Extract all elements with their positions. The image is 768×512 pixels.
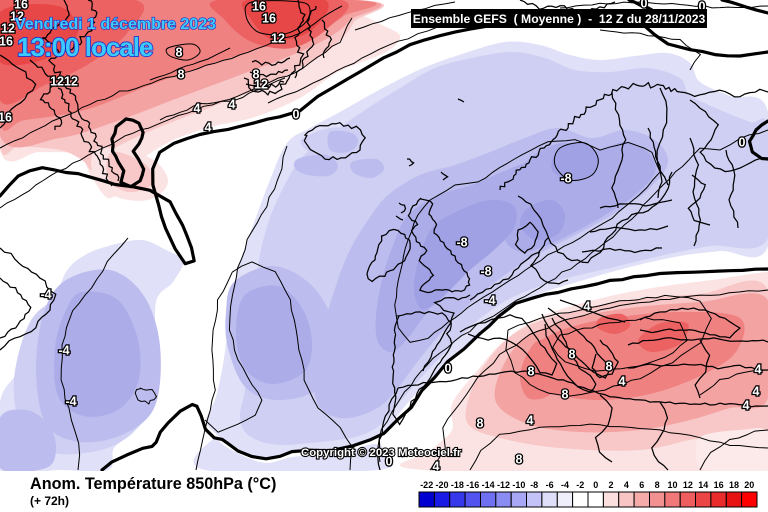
- svg-text:-8: -8: [480, 265, 491, 279]
- svg-text:-2: -2: [576, 480, 584, 490]
- svg-text:20: 20: [744, 480, 754, 490]
- svg-text:-4: -4: [40, 288, 51, 302]
- svg-text:4: 4: [755, 363, 762, 377]
- svg-text:-20: -20: [435, 480, 448, 490]
- svg-text:0: 0: [293, 108, 300, 122]
- svg-text:Copyright © 2023 Meteociel.fr: Copyright © 2023 Meteociel.fr: [301, 447, 462, 459]
- svg-text:8: 8: [516, 453, 523, 467]
- svg-text:-4: -4: [58, 344, 69, 358]
- svg-text:-6: -6: [546, 480, 554, 490]
- svg-text:-4: -4: [484, 294, 495, 308]
- svg-text:4: 4: [433, 460, 440, 474]
- svg-text:10: 10: [667, 480, 677, 490]
- svg-text:12: 12: [1, 22, 15, 36]
- svg-text:8: 8: [178, 68, 185, 82]
- svg-text:12: 12: [683, 480, 693, 490]
- svg-text:16: 16: [0, 35, 13, 49]
- svg-text:-4: -4: [561, 480, 569, 490]
- svg-text:-18: -18: [451, 480, 464, 490]
- svg-text:4: 4: [584, 300, 591, 314]
- svg-text:12: 12: [271, 32, 285, 46]
- svg-text:-8: -8: [530, 480, 538, 490]
- svg-text:Anom. Température 850hPa (°C): Anom. Température 850hPa (°C): [30, 475, 276, 493]
- svg-text:-8: -8: [456, 236, 467, 250]
- svg-text:-4: -4: [65, 395, 76, 409]
- svg-text:-8: -8: [560, 172, 571, 186]
- svg-text:-22: -22: [420, 480, 433, 490]
- svg-text:4: 4: [229, 98, 236, 112]
- svg-text:8: 8: [176, 46, 183, 60]
- svg-text:-16: -16: [466, 480, 479, 490]
- svg-text:0: 0: [386, 455, 393, 469]
- svg-text:0: 0: [699, 0, 706, 14]
- svg-text:18: 18: [729, 480, 739, 490]
- svg-text:8: 8: [477, 417, 484, 431]
- svg-text:-14: -14: [482, 480, 495, 490]
- svg-text:4: 4: [205, 121, 212, 135]
- svg-text:8: 8: [528, 365, 535, 379]
- svg-text:4: 4: [619, 375, 626, 389]
- svg-text:4: 4: [743, 399, 750, 413]
- svg-text:0: 0: [445, 362, 452, 376]
- svg-text:16: 16: [14, 0, 28, 12]
- svg-text:Ensemble GEFS ( Moyenne ) -: Ensemble GEFS ( Moyenne ) - 12 Z du 28/1…: [413, 12, 706, 26]
- svg-text:1212: 1212: [50, 75, 78, 89]
- svg-text:13:00 locale: 13:00 locale: [17, 32, 153, 62]
- svg-text:4: 4: [624, 480, 629, 490]
- svg-text:Vendredi 1 décembre 2023: Vendredi 1 décembre 2023: [15, 16, 216, 33]
- svg-text:16: 16: [0, 111, 12, 125]
- svg-text:8: 8: [562, 388, 569, 402]
- svg-text:-12: -12: [497, 480, 510, 490]
- svg-text:6: 6: [639, 480, 644, 490]
- svg-text:16: 16: [262, 12, 276, 26]
- svg-text:14: 14: [698, 480, 708, 490]
- svg-text:0: 0: [641, 0, 648, 11]
- svg-text:8: 8: [569, 348, 576, 362]
- svg-text:2: 2: [608, 480, 613, 490]
- svg-text:8: 8: [253, 68, 260, 82]
- svg-text:4: 4: [194, 102, 201, 116]
- svg-text:4: 4: [753, 385, 760, 399]
- svg-text:4: 4: [527, 414, 534, 428]
- svg-text:12: 12: [254, 78, 268, 92]
- svg-text:16: 16: [252, 0, 266, 14]
- svg-text:0: 0: [739, 136, 746, 150]
- svg-text:12: 12: [10, 10, 24, 24]
- svg-text:(+ 72h): (+ 72h): [30, 494, 69, 508]
- svg-text:8: 8: [655, 480, 660, 490]
- svg-text:-10: -10: [512, 480, 525, 490]
- svg-text:0: 0: [593, 480, 598, 490]
- svg-text:16: 16: [714, 480, 724, 490]
- svg-text:8: 8: [606, 360, 613, 374]
